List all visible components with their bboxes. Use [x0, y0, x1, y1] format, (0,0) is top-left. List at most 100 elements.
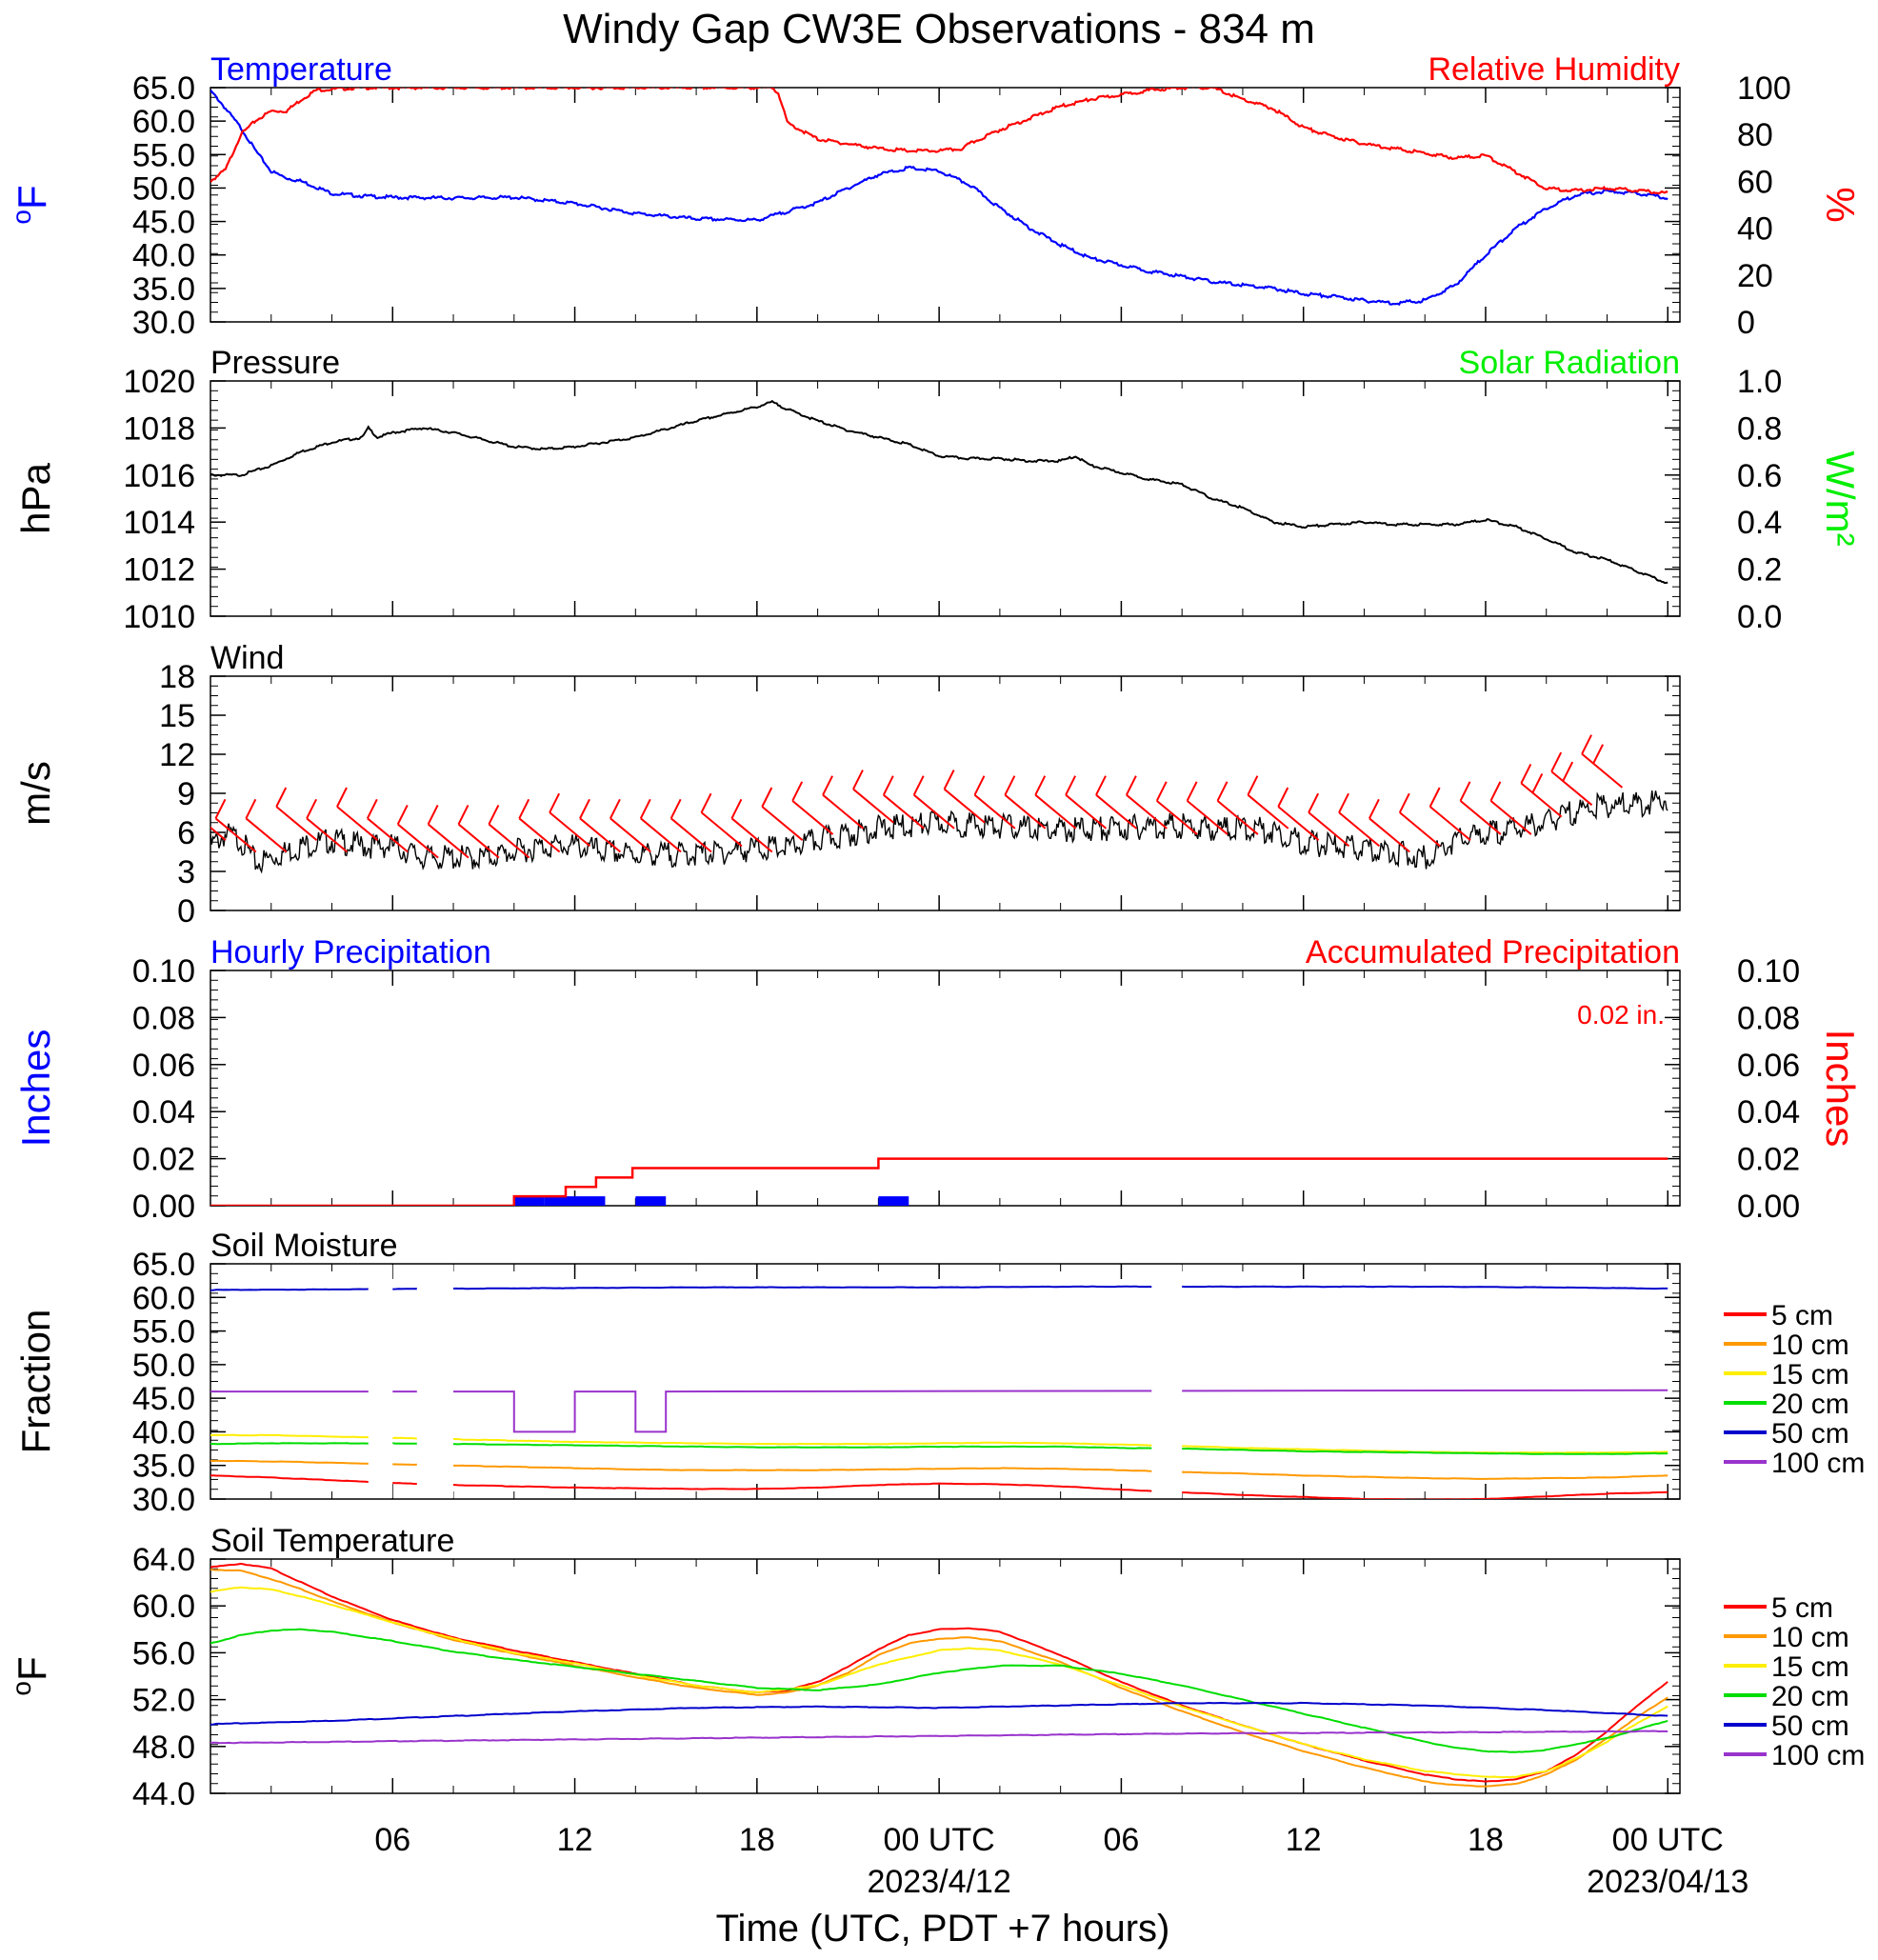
y-right-tick-label: 80 — [1737, 117, 1773, 153]
wind-barb — [336, 787, 378, 841]
y-right-tick-label: 20 — [1737, 258, 1773, 294]
barb-staff — [913, 793, 955, 830]
barb-flag — [1592, 744, 1604, 765]
wind-barb — [1428, 787, 1471, 841]
y-tick-label: 50.0 — [132, 1348, 195, 1384]
wind-barb — [1369, 798, 1410, 853]
y-right-tick-label: 0 — [1737, 305, 1755, 341]
plot-frame — [210, 1558, 1681, 1794]
barb-staff — [1429, 806, 1471, 841]
barb-flag — [943, 770, 955, 790]
y-tick-label: 60.0 — [132, 104, 195, 140]
y-tick-label: 55.0 — [132, 1314, 195, 1350]
y-tick-label: 6 — [177, 815, 195, 851]
y-tick-label: 35.0 — [132, 1449, 195, 1485]
y-axis-label: Fraction — [13, 1310, 58, 1454]
barb-staff — [1338, 811, 1381, 848]
wind-barb — [1581, 734, 1624, 789]
x-tick-label: 18 — [1468, 1822, 1504, 1858]
barb-staff — [397, 823, 439, 859]
wind-barb — [1155, 781, 1198, 835]
barb-staff — [761, 806, 804, 841]
barb-flag — [639, 798, 651, 819]
panel-title-left: Temperature — [210, 51, 392, 88]
barb-flag — [791, 781, 804, 802]
barb-staff — [488, 823, 530, 859]
barb-flag — [366, 798, 378, 819]
wind-barb — [852, 770, 894, 824]
y-tick-label: 1020 — [123, 364, 195, 400]
plot-area — [210, 1562, 1668, 1788]
plot-area — [210, 399, 1668, 585]
barb-staff — [670, 817, 712, 853]
panel-temp_rh: 65.060.055.050.045.040.035.030.0 100 80 60 4… — [7, 51, 1863, 341]
barb-staff — [1126, 793, 1168, 830]
barb-flag — [245, 798, 257, 819]
minor-ticks — [210, 87, 1680, 323]
y-right-tick-label: 0.00 — [1737, 1189, 1800, 1225]
y-right-tick-label: 100 — [1737, 70, 1791, 107]
barb-flag — [1459, 781, 1471, 802]
x-tick-label: 06 — [374, 1822, 410, 1858]
panel-title-left: Soil Moisture — [210, 1228, 398, 1264]
x-date-label: 2023/04/13 — [1587, 1864, 1748, 1900]
barb-staff — [1065, 793, 1108, 830]
pressure-line — [210, 399, 1668, 585]
y-right-tick-label: 0.04 — [1737, 1094, 1800, 1130]
wind-barb — [549, 792, 591, 848]
soil-series-100-cm — [210, 1389, 1668, 1433]
panel-pressure_solar: 1020 1018 1016 1014 1012 1010 1.0 0.8 0.6 0.4 0.2 0… — [13, 345, 1863, 635]
wind-barb — [1247, 775, 1289, 830]
plot-frame — [210, 970, 1681, 1207]
y-tick-label: 0.00 — [132, 1189, 195, 1225]
barb-flag — [1562, 761, 1574, 782]
panel-soil_temperature: 64.0 60.0 56.0 52.0 48.0 44.0 Soil Temperature… — [7, 1523, 1865, 1812]
wind-barb — [609, 798, 651, 853]
hourly-precip-bar — [513, 1196, 545, 1206]
y-tick-label: 55.0 — [132, 137, 195, 173]
barb-staff — [1459, 800, 1502, 835]
soil-series-20-cm — [210, 1628, 1668, 1753]
wind-barb — [700, 792, 743, 848]
soil-series-50-cm — [210, 1701, 1668, 1726]
legend-label: 50 cm — [1771, 1418, 1849, 1450]
unit-f: F — [10, 185, 54, 210]
minor-ticks — [210, 380, 1680, 617]
x-date-label: 2023/4/12 — [867, 1864, 1010, 1900]
barb-staff — [549, 811, 591, 848]
y-right-tick-label: 40 — [1737, 211, 1773, 248]
plot-area — [210, 1265, 1668, 1499]
y-tick-label: 40.0 — [132, 1414, 195, 1450]
barb-staff — [1186, 800, 1229, 835]
y-axis-label: oF — [7, 185, 54, 224]
barb-flag — [730, 798, 743, 819]
y-right-tick-label: 0.08 — [1737, 1000, 1800, 1036]
plot-area — [210, 88, 1668, 306]
barb-staff — [973, 793, 1016, 830]
barb-staff — [700, 811, 743, 848]
barb-flag — [457, 805, 470, 825]
wind-barb — [639, 798, 682, 853]
barb-flag — [1581, 734, 1592, 755]
barb-staff — [1095, 793, 1137, 830]
legend-label: 15 cm — [1771, 1651, 1849, 1683]
y-tick-label: 0.04 — [132, 1094, 195, 1130]
barb-flag — [1004, 775, 1016, 796]
barb-staff — [457, 823, 500, 859]
barb-staff — [1277, 806, 1320, 841]
y-axis-label: m/s — [13, 761, 58, 826]
barb-staff — [1156, 800, 1198, 835]
y-right-tick-label: 0.02 — [1737, 1142, 1800, 1178]
chart-panels: 65.060.055.050.045.040.035.030.010080604… — [7, 51, 1865, 1900]
y-tick-label: 60.0 — [132, 1589, 195, 1625]
barb-flag — [609, 798, 621, 819]
y-axis-label: hPa — [13, 462, 58, 533]
wind-barb — [579, 798, 622, 853]
barb-flag — [275, 787, 288, 808]
barb-staff — [275, 806, 318, 841]
barb-staff — [1581, 752, 1624, 789]
wind-barb — [1308, 792, 1350, 848]
panel-title-left: Soil Temperature — [210, 1523, 454, 1559]
